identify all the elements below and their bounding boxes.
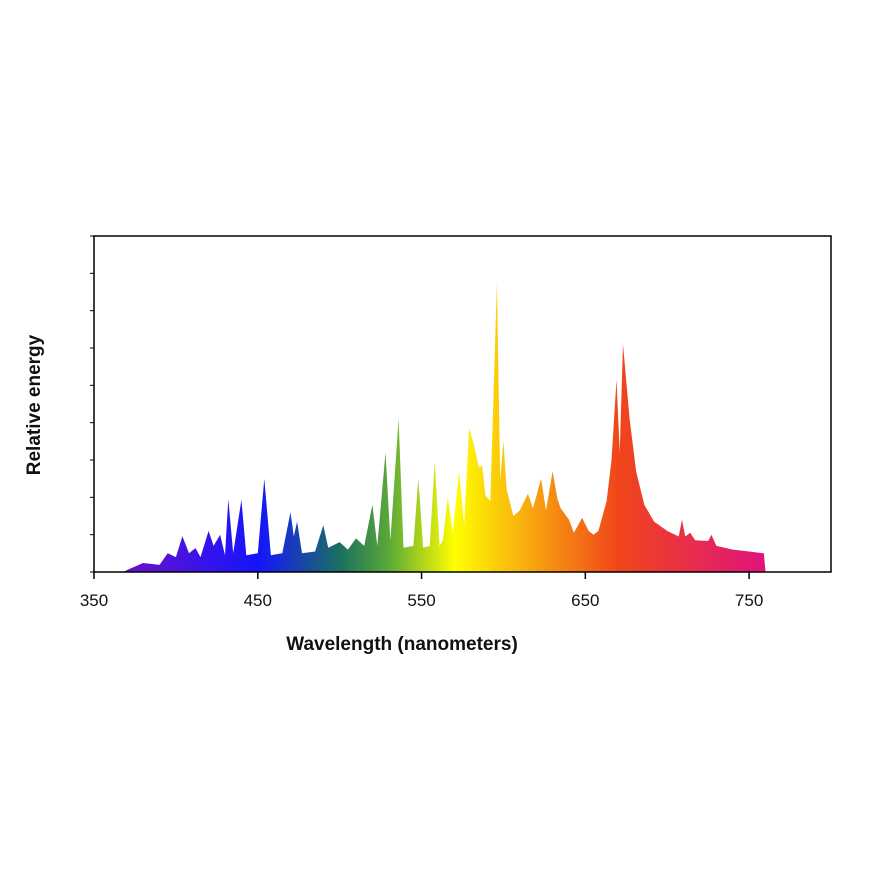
- x-tick-label: 550: [407, 591, 435, 610]
- x-axis-title: Wavelength (nanometers): [286, 634, 518, 655]
- y-axis-title: Relative energy: [24, 334, 45, 475]
- x-tick-label: 350: [80, 591, 108, 610]
- x-tick-label: 650: [571, 591, 599, 610]
- x-tick-label: 750: [735, 591, 763, 610]
- x-tick-label: 450: [244, 591, 272, 610]
- plot-frame: [93, 235, 832, 573]
- spectrum-area: [123, 282, 766, 572]
